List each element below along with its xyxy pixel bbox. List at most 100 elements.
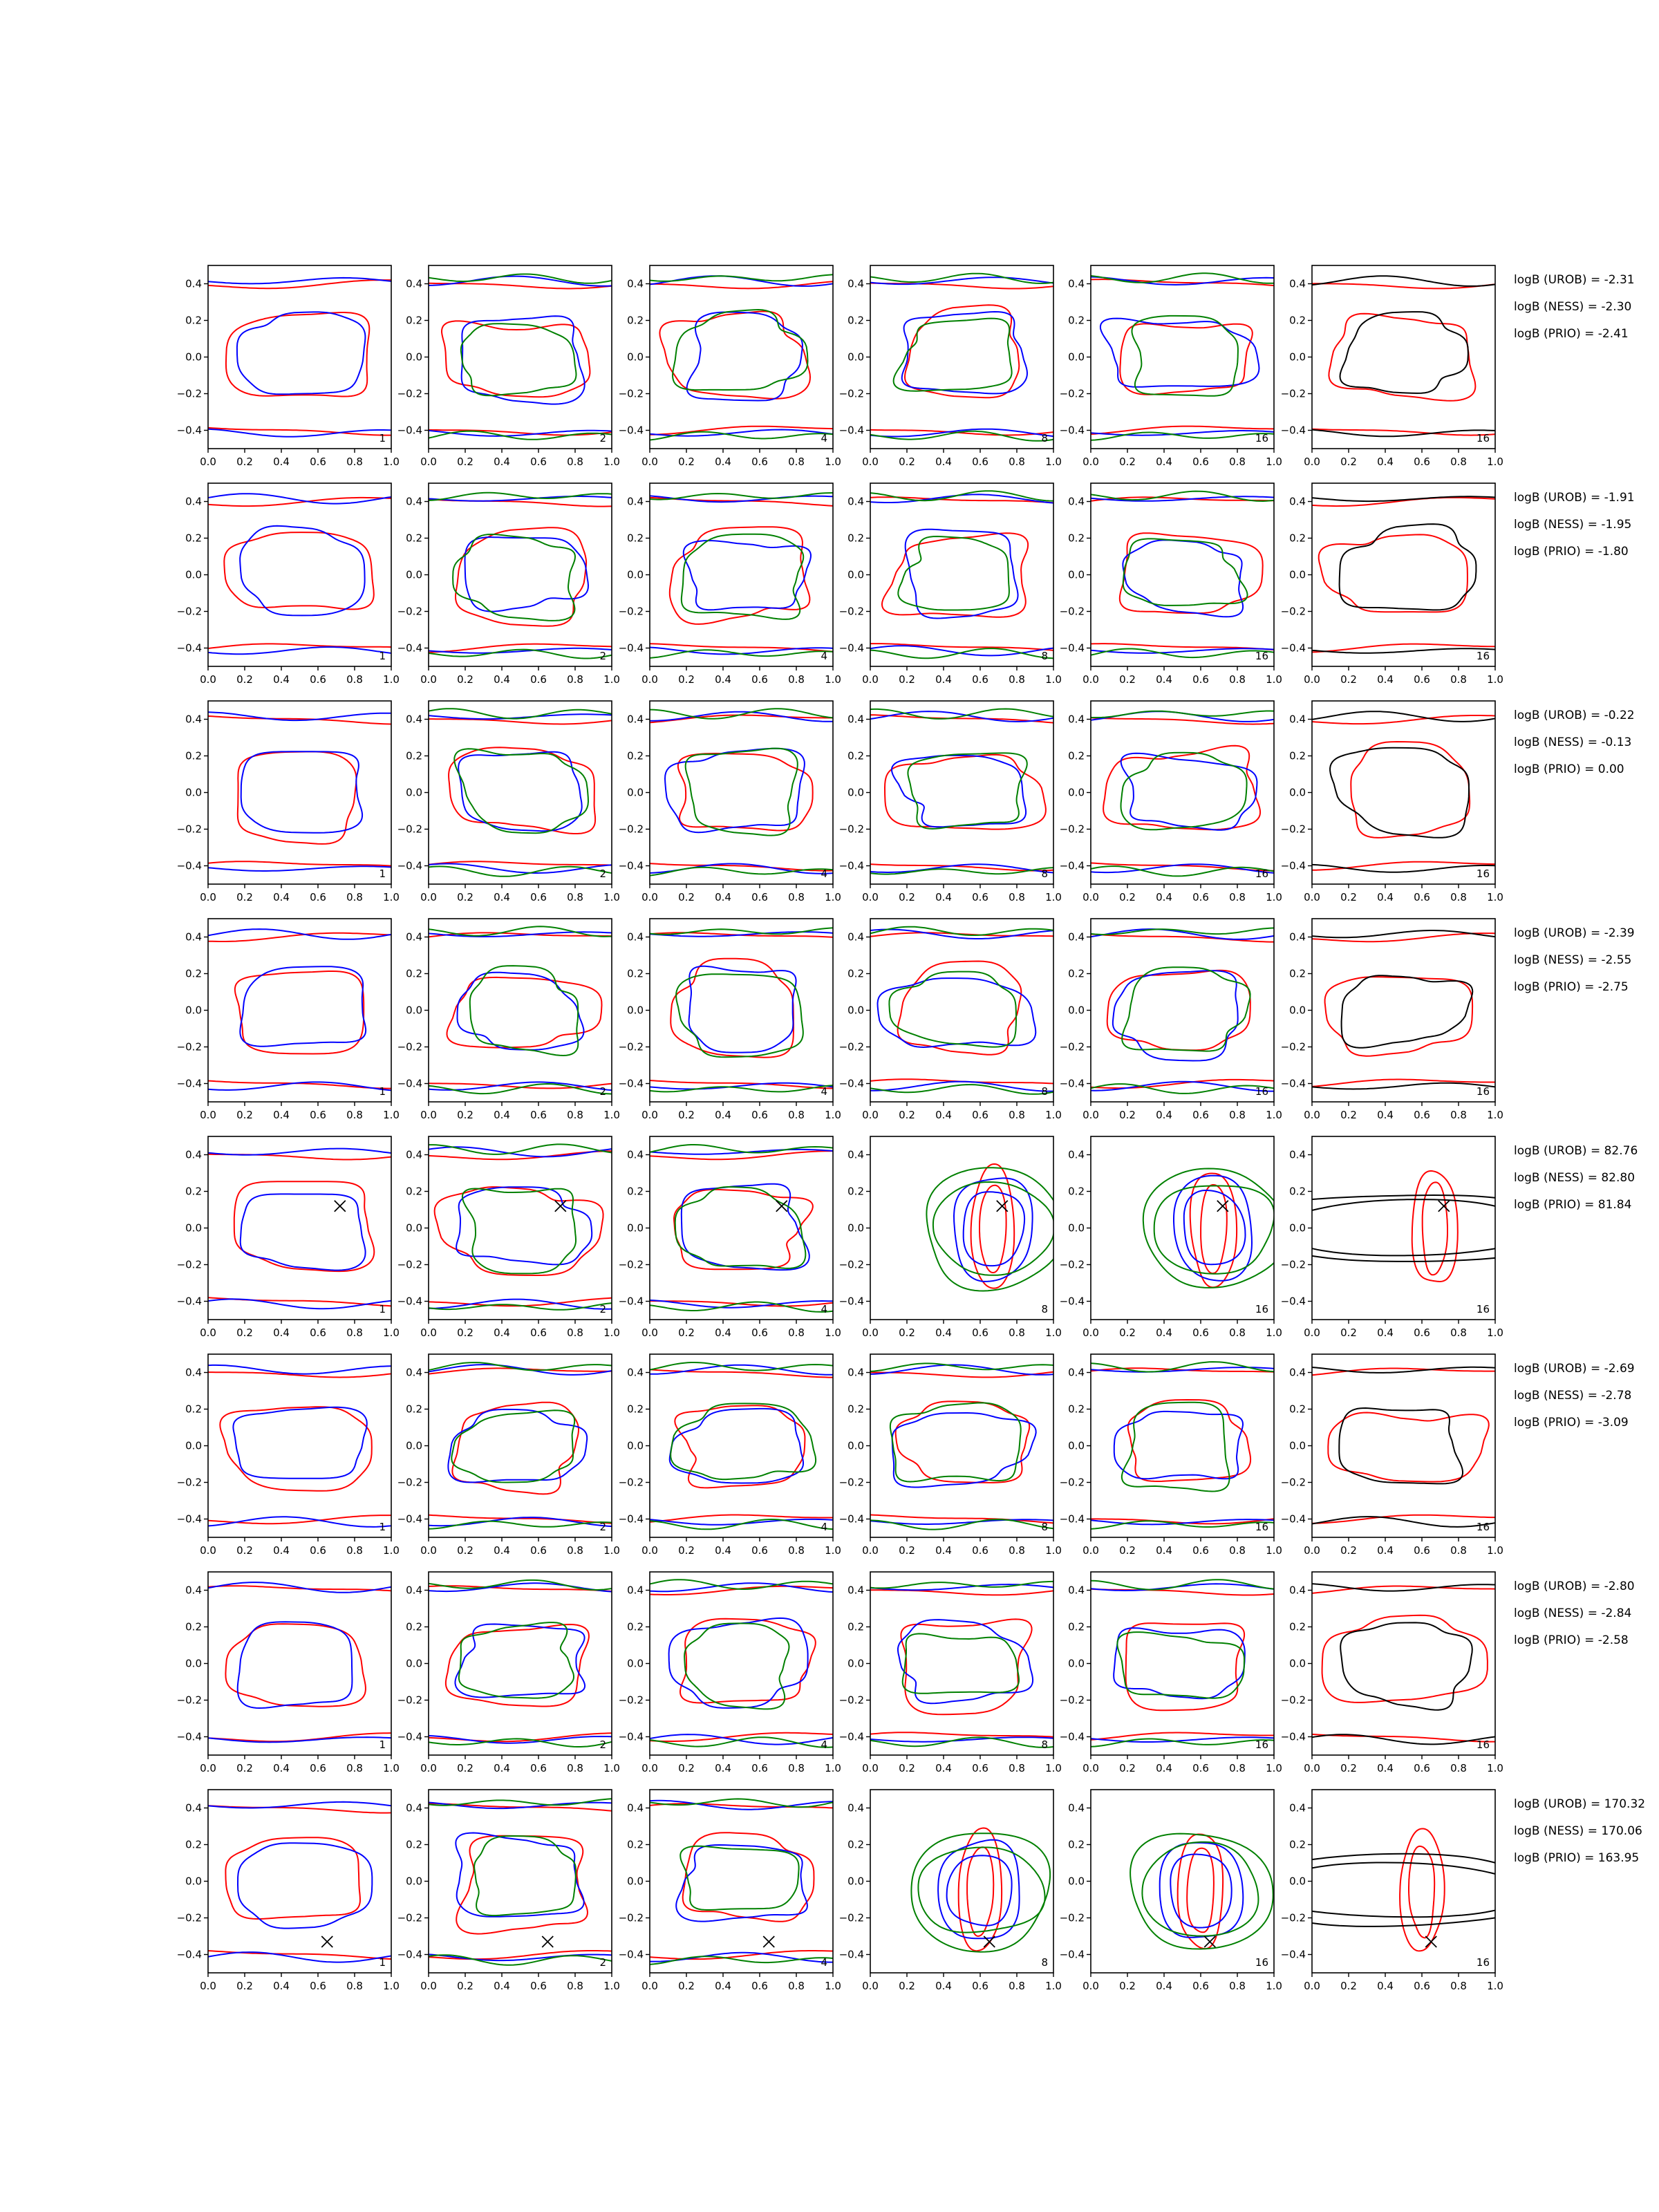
blue-contour xyxy=(429,931,612,937)
y-tick-label: −0.4 xyxy=(1060,1513,1085,1526)
blue-contour xyxy=(239,1193,366,1271)
axes-frame xyxy=(870,482,1054,667)
y-tick-label: 0.0 xyxy=(627,351,644,364)
black-contour xyxy=(1312,1082,1495,1090)
green-contour xyxy=(1091,272,1274,284)
axes-frame xyxy=(870,1571,1054,1756)
panel-r1-c3: 0.4 0.2 0.0 −0.2 −0.4 0.0 0.2 0.4 0.6 0.8 1.0 4 xyxy=(619,265,841,468)
x-tick-label: 1.0 xyxy=(1487,673,1503,686)
red-contour xyxy=(429,643,612,653)
red-contour xyxy=(208,496,391,507)
x-tick-label: 0.8 xyxy=(1009,456,1025,468)
y-tick-label: 0.4 xyxy=(627,496,644,508)
panel-number-label: 1 xyxy=(379,1956,386,1969)
x-tick-label: 1.0 xyxy=(1045,891,1062,903)
x-tick-label: 0.0 xyxy=(1304,1109,1320,1121)
red-contour xyxy=(894,1400,1031,1483)
red-contour xyxy=(650,1300,833,1307)
x-tick-label: 0.2 xyxy=(1119,1544,1136,1557)
x-tick-label: 1.0 xyxy=(603,456,620,468)
x-tick-label: 0.6 xyxy=(1192,673,1209,686)
x-tick-label: 1.0 xyxy=(825,1544,841,1557)
x-tick-label: 1.0 xyxy=(603,673,620,686)
green-contour xyxy=(1131,315,1239,397)
y-tick-label: −0.4 xyxy=(619,860,644,872)
x-tick-label: 0.6 xyxy=(1414,1109,1430,1121)
y-tick-label: −0.2 xyxy=(839,1477,864,1489)
y-tick-label: 0.4 xyxy=(1068,1584,1085,1597)
x-tick-label: 0.0 xyxy=(1082,1109,1099,1121)
y-tick-label: 0.4 xyxy=(185,496,202,508)
red-contour xyxy=(897,960,1022,1056)
x-tick-label: 0.8 xyxy=(788,1980,805,1992)
green-contour xyxy=(1091,431,1274,441)
y-tick-label: 0.4 xyxy=(1289,278,1306,290)
green-contour xyxy=(469,965,579,1057)
x-tick-label: 0.6 xyxy=(1192,1327,1209,1339)
green-contour xyxy=(1091,648,1274,659)
x-marker xyxy=(1217,1200,1229,1212)
axes-frame xyxy=(428,1789,612,1974)
x-tick-label: 0.6 xyxy=(751,1544,768,1557)
x-tick-label: 0.0 xyxy=(1082,1980,1099,1992)
x-tick-label: 0.8 xyxy=(346,1762,363,1774)
y-tick-label: 0.0 xyxy=(185,351,202,364)
x-tick-label: 0.0 xyxy=(1082,673,1099,686)
blue-contour xyxy=(239,966,367,1047)
panel-r3-c2: 0.4 0.2 0.0 −0.2 −0.4 0.0 0.2 0.4 0.6 0.8 1.0 2 xyxy=(397,700,620,903)
y-tick-label: −0.4 xyxy=(177,1513,202,1526)
panel-r1-c4: 0.4 0.2 0.0 −0.2 −0.4 0.0 0.2 0.4 0.6 0.8 1.0 8 xyxy=(839,265,1062,468)
green-contour xyxy=(429,1082,612,1095)
y-tick-label: 0.4 xyxy=(1289,1802,1306,1815)
contour-lines xyxy=(870,708,1053,875)
panel-r2-c2: 0.4 0.2 0.0 −0.2 −0.4 0.0 0.2 0.4 0.6 0.8 1.0 2 xyxy=(397,482,620,686)
x-tick-label: 1.0 xyxy=(1266,1109,1282,1121)
green-contour xyxy=(888,971,1017,1048)
y-tick-label: −0.2 xyxy=(1060,1041,1085,1053)
green-contour xyxy=(1091,1520,1274,1530)
red-contour xyxy=(659,310,812,400)
y-tick-label: −0.2 xyxy=(1060,1259,1085,1271)
x-tick-label: 0.2 xyxy=(899,891,915,903)
green-contour xyxy=(870,926,1053,936)
y-tick-label: 0.4 xyxy=(1289,1584,1306,1597)
y-tick-label: 0.0 xyxy=(847,1004,864,1017)
x-tick-label: 0.6 xyxy=(1414,456,1430,468)
y-tick-label: −0.4 xyxy=(1060,860,1085,872)
y-tick-label: 0.4 xyxy=(185,1802,202,1815)
x-tick-label: 0.8 xyxy=(1450,1980,1467,1992)
y-tick-label: 0.2 xyxy=(185,1403,202,1416)
y-tick-label: 0.0 xyxy=(627,1875,644,1888)
x-tick-label: 0.4 xyxy=(1156,891,1172,903)
x-tick-label: 0.6 xyxy=(751,891,768,903)
logb-annotation: logB (NESS) = -2.84 xyxy=(1514,1606,1631,1620)
blue-contour xyxy=(650,1799,833,1810)
panel-r8-c1: 0.4 0.2 0.0 −0.2 −0.4 0.0 0.2 0.4 0.6 0.8 1.0 1 xyxy=(177,1789,400,1992)
x-tick-label: 0.2 xyxy=(678,891,695,903)
y-tick-label: −0.4 xyxy=(619,1731,644,1743)
green-contour xyxy=(870,490,1053,502)
blue-contour xyxy=(456,971,585,1051)
blue-contour xyxy=(464,536,590,612)
x-tick-label: 0.6 xyxy=(310,1762,326,1774)
blue-contour xyxy=(650,429,833,437)
blue-contour xyxy=(208,865,391,872)
red-contour xyxy=(225,1837,362,1920)
red-contour xyxy=(1312,643,1495,653)
panel-number-label: 4 xyxy=(821,1521,827,1533)
panel-number-label: 8 xyxy=(1041,1521,1048,1533)
blue-contour xyxy=(650,1734,833,1745)
red-contour xyxy=(679,1618,816,1704)
blue-contour xyxy=(877,977,1037,1049)
y-tick-label: 0.2 xyxy=(627,750,644,762)
green-contour xyxy=(684,747,798,836)
y-tick-label: 0.2 xyxy=(627,315,644,327)
y-tick-label: −0.2 xyxy=(839,1041,864,1053)
red-contour xyxy=(225,312,371,397)
red-contour xyxy=(1312,1514,1495,1524)
contour-lines xyxy=(208,276,391,438)
red-contour xyxy=(444,1623,590,1707)
y-tick-label: −0.4 xyxy=(397,860,422,872)
red-contour xyxy=(1106,969,1251,1051)
y-tick-label: −0.4 xyxy=(619,424,644,437)
